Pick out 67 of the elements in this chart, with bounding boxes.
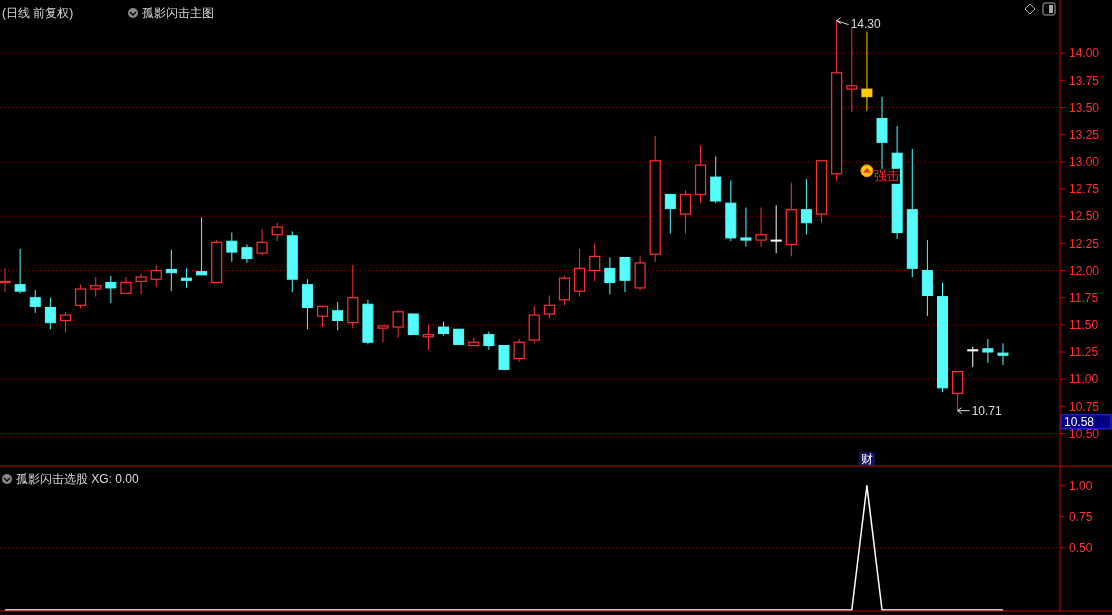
annotation: 财 xyxy=(860,452,873,467)
candlestick xyxy=(422,324,434,351)
candlestick xyxy=(800,178,812,236)
y-tick-label: 12.75 xyxy=(1069,182,1100,197)
candlestick xyxy=(861,31,873,112)
y-tick-label: 11.25 xyxy=(1069,345,1099,360)
candlestick xyxy=(468,337,480,347)
candlestick xyxy=(0,267,11,293)
candlestick xyxy=(286,230,298,293)
y-tick-label: 12.50 xyxy=(1069,209,1100,224)
y-tick-label: 11.50 xyxy=(1069,318,1099,333)
y-tick-label: 12.25 xyxy=(1069,236,1100,251)
candlestick xyxy=(604,256,616,295)
candlestick xyxy=(997,342,1009,366)
candlestick xyxy=(483,330,495,351)
candlestick xyxy=(664,193,676,235)
y-tick-label: 0.75 xyxy=(1069,509,1093,524)
candlestick xyxy=(679,189,692,235)
candlestick xyxy=(256,228,268,256)
y-tick-label: 0.50 xyxy=(1069,541,1093,556)
candlestick xyxy=(921,239,933,317)
candlestick xyxy=(196,216,208,276)
candlestick xyxy=(846,27,858,113)
candlestick xyxy=(755,207,767,248)
candlestick xyxy=(453,328,465,345)
candlestick xyxy=(589,242,601,282)
candlestick xyxy=(634,255,646,291)
candlestick xyxy=(876,96,888,170)
text: (日线 前复权) xyxy=(2,6,74,21)
candlestick xyxy=(982,338,994,364)
annotation: 14.30 xyxy=(850,16,882,31)
y-tick-label: 13.50 xyxy=(1069,100,1100,115)
candlestick xyxy=(407,313,419,336)
candlestick xyxy=(952,370,964,412)
candlestick xyxy=(301,278,313,330)
y-tick-label: 11.00 xyxy=(1069,372,1099,387)
candlestick xyxy=(362,299,374,345)
annotation: 10.71 xyxy=(971,403,1002,418)
candlestick xyxy=(241,243,253,264)
y-tick-label: 14.00 xyxy=(1069,46,1100,61)
candlestick xyxy=(498,344,510,370)
candlestick xyxy=(513,338,525,363)
candlestick xyxy=(574,248,586,298)
y-tick-label: 10.50 xyxy=(1069,426,1100,441)
candlestick xyxy=(347,264,359,329)
candlestick xyxy=(165,249,177,292)
text: 孤影闪击选股 XG: 0.00 xyxy=(16,472,140,487)
candlestick xyxy=(740,207,752,248)
y-tick-label: 10.75 xyxy=(1069,399,1100,414)
annotation: 强击 xyxy=(873,168,900,184)
candlestick xyxy=(135,273,147,295)
candlestick xyxy=(14,248,26,294)
candlestick xyxy=(316,305,329,328)
candlestick xyxy=(619,256,631,293)
text: 10.58 xyxy=(1064,415,1095,429)
candlestick xyxy=(211,239,223,284)
candlestick xyxy=(770,204,782,254)
candlestick xyxy=(377,325,389,343)
y-tick-label: 12.00 xyxy=(1069,263,1100,278)
candlestick xyxy=(120,276,132,294)
y-tick-label: 11.75 xyxy=(1069,290,1099,305)
y-tick-label: 1.00 xyxy=(1069,478,1093,493)
y-tick-label: 13.25 xyxy=(1069,127,1100,142)
y-tick-label: 13.00 xyxy=(1069,155,1100,170)
y-tick-label: 13.75 xyxy=(1069,73,1100,88)
candlestick xyxy=(785,182,797,257)
text: 孤影闪击主图 xyxy=(142,6,214,21)
